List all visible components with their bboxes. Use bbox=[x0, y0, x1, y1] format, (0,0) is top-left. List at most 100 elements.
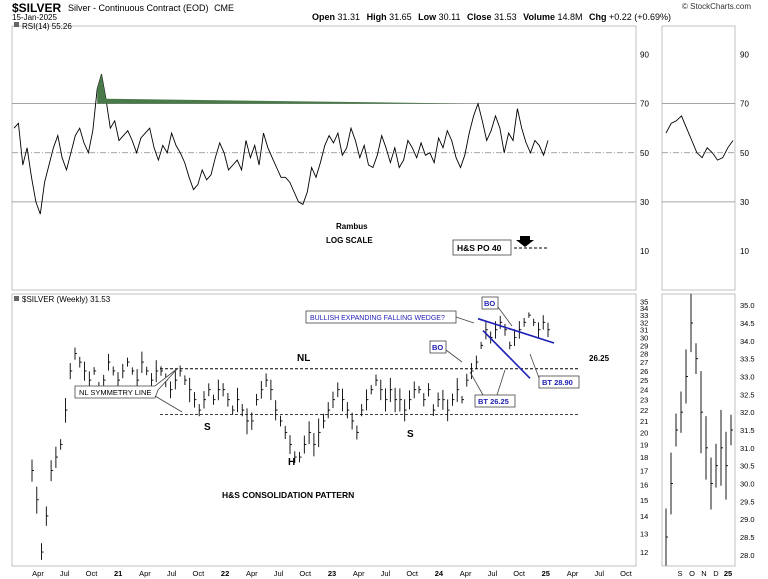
x-tick-label: Oct bbox=[193, 569, 206, 578]
price-tick-label: 21 bbox=[640, 417, 648, 426]
price-zoom-tick-label: 31.5 bbox=[740, 426, 755, 435]
price-tick-label: 27 bbox=[640, 358, 648, 367]
price-tick-label: 25 bbox=[640, 376, 648, 385]
price-tick-label: 13 bbox=[640, 529, 648, 538]
price-tick-label: 19 bbox=[640, 440, 648, 449]
price-zoom-tick-label: 28.5 bbox=[740, 533, 755, 542]
price-zoom-tick-label: 29.5 bbox=[740, 497, 755, 506]
price-tick-label: 30 bbox=[640, 333, 648, 342]
rsi-tick-label: 70 bbox=[640, 100, 649, 109]
label-bt1: BT 26.25 bbox=[478, 397, 509, 406]
price-tick-label: 34 bbox=[640, 304, 648, 313]
x-tick-label: Apr bbox=[246, 569, 258, 578]
rsi-zoom-tick-label: 70 bbox=[740, 100, 749, 109]
callout-bo1 bbox=[429, 340, 447, 354]
price-zoom-tick-label: 34.5 bbox=[740, 319, 755, 328]
price-tick-label: 16 bbox=[640, 481, 648, 490]
price-tick-label: 14 bbox=[640, 512, 648, 521]
rsi-zoom-tick-label: 30 bbox=[740, 198, 749, 207]
price-zoom-tick-label: 32.5 bbox=[740, 390, 755, 399]
po-box bbox=[452, 239, 512, 256]
x-tick-label: 23 bbox=[328, 569, 336, 578]
zoom-x-tick-label: N bbox=[701, 569, 706, 578]
annotation-log-scale: LOG SCALE bbox=[326, 236, 373, 245]
zoom-x-tick-label: S bbox=[677, 569, 682, 578]
x-tick-label: 24 bbox=[435, 569, 444, 578]
zoom-x-tick-label: 25 bbox=[724, 569, 732, 578]
label-bo2: BO bbox=[484, 299, 495, 308]
rsi-tick-label: 10 bbox=[640, 247, 649, 256]
rsi-overbought-fill bbox=[97, 74, 478, 104]
chg-label: Chg bbox=[589, 12, 607, 22]
x-tick-label: Oct bbox=[513, 569, 526, 578]
description: Silver - Continuous Contract (EOD) CME bbox=[68, 3, 234, 13]
rsi-line bbox=[13, 74, 549, 215]
x-tick-label: Apr bbox=[567, 569, 579, 578]
callout-wedge-pointer bbox=[455, 316, 475, 324]
quote-bar: Open 31.31 High 31.65 Low 30.11 Close 31… bbox=[312, 12, 671, 22]
high-value: 31.65 bbox=[389, 12, 412, 22]
price-zoom-tick-label: 29.0 bbox=[740, 515, 755, 524]
open-value: 31.31 bbox=[337, 12, 361, 22]
callout-bt1-pointer-a bbox=[469, 371, 484, 396]
callout-nl-symmetry bbox=[74, 367, 179, 399]
label-pattern: H&S CONSOLIDATION PATTERN bbox=[222, 490, 354, 500]
rsi-zoom-line bbox=[665, 115, 734, 161]
callout-bo2 bbox=[481, 296, 499, 310]
rsi-legend-swatch bbox=[14, 22, 19, 27]
close-label: Close bbox=[467, 12, 492, 22]
x-tick-label: Apr bbox=[460, 569, 472, 578]
x-tick-label: Jul bbox=[274, 569, 284, 578]
price-tick-label: 18 bbox=[640, 453, 648, 462]
x-tick-label: Oct bbox=[406, 569, 419, 578]
price-tick-label: 32 bbox=[640, 318, 648, 327]
x-tick-label: Jul bbox=[488, 569, 498, 578]
low-value: 30.11 bbox=[438, 12, 461, 22]
price-legend: $SILVER (Weekly) 31.53 bbox=[22, 295, 111, 304]
x-tick-label: Jul bbox=[381, 569, 391, 578]
price-zoom-tick-label: 34.0 bbox=[740, 337, 755, 346]
annotation-rambus: Rambus bbox=[336, 222, 368, 231]
x-tick-label: Jul bbox=[167, 569, 177, 578]
price-legend-swatch bbox=[14, 296, 19, 301]
rsi-zoom-tick-label: 10 bbox=[740, 247, 749, 256]
description-text: Silver - Continuous Contract (EOD) bbox=[68, 3, 209, 13]
label-bt2: BT 28.90 bbox=[542, 378, 573, 387]
price-zoom-tick-label: 32.0 bbox=[740, 408, 755, 417]
low-label: Low bbox=[418, 12, 437, 22]
price-zoom-tick-label: 30.5 bbox=[740, 462, 755, 471]
price-panel-frame bbox=[11, 293, 637, 567]
price-zoom-frame bbox=[661, 293, 736, 567]
date: 15-Jan-2025 bbox=[12, 13, 57, 22]
rsi-zoom-tick-label: 50 bbox=[740, 149, 749, 158]
price-tick-label: 12 bbox=[640, 548, 648, 557]
callout-bo1-pointer bbox=[445, 349, 463, 363]
price-zoom-tick-label: 33.5 bbox=[740, 355, 755, 364]
price-zoom-tick-label: 31.0 bbox=[740, 444, 755, 453]
price-tick-label: 23 bbox=[640, 396, 648, 405]
callout-nl-symmetry-pointer bbox=[154, 395, 183, 413]
callout-bt1-pointer-b bbox=[496, 369, 506, 396]
zoom-x-tick-label: O bbox=[689, 569, 695, 578]
rsi-panel-frame bbox=[11, 25, 637, 291]
rsi-zoom-tick-label: 90 bbox=[740, 51, 749, 60]
label-right-shoulder: S bbox=[407, 429, 414, 440]
price-zoom-tick-label: 35.0 bbox=[740, 301, 755, 310]
volume-value: 14.8M bbox=[557, 12, 583, 22]
callout-bt2-pointer bbox=[529, 353, 540, 379]
price-tick-label: 24 bbox=[640, 386, 648, 395]
label-wedge: BULLISH EXPANDING FALLING WEDGE? bbox=[310, 315, 445, 322]
x-tick-label: Oct bbox=[299, 569, 312, 578]
rsi-legend: RSI(14) 55.26 bbox=[22, 22, 72, 31]
price-tick-label: 31 bbox=[640, 326, 648, 335]
brand-logo: © StockCharts.com bbox=[682, 2, 752, 11]
price-tick-label: 26 bbox=[640, 367, 648, 376]
label-head: H bbox=[288, 457, 295, 468]
price-tick-label: 35 bbox=[640, 297, 648, 306]
price-tick-label: 17 bbox=[640, 466, 648, 475]
rsi-zoom-frame bbox=[661, 25, 736, 291]
price-tick-label: 28 bbox=[640, 350, 648, 359]
wedge-lower-line bbox=[482, 329, 531, 379]
x-tick-label: Apr bbox=[353, 569, 365, 578]
